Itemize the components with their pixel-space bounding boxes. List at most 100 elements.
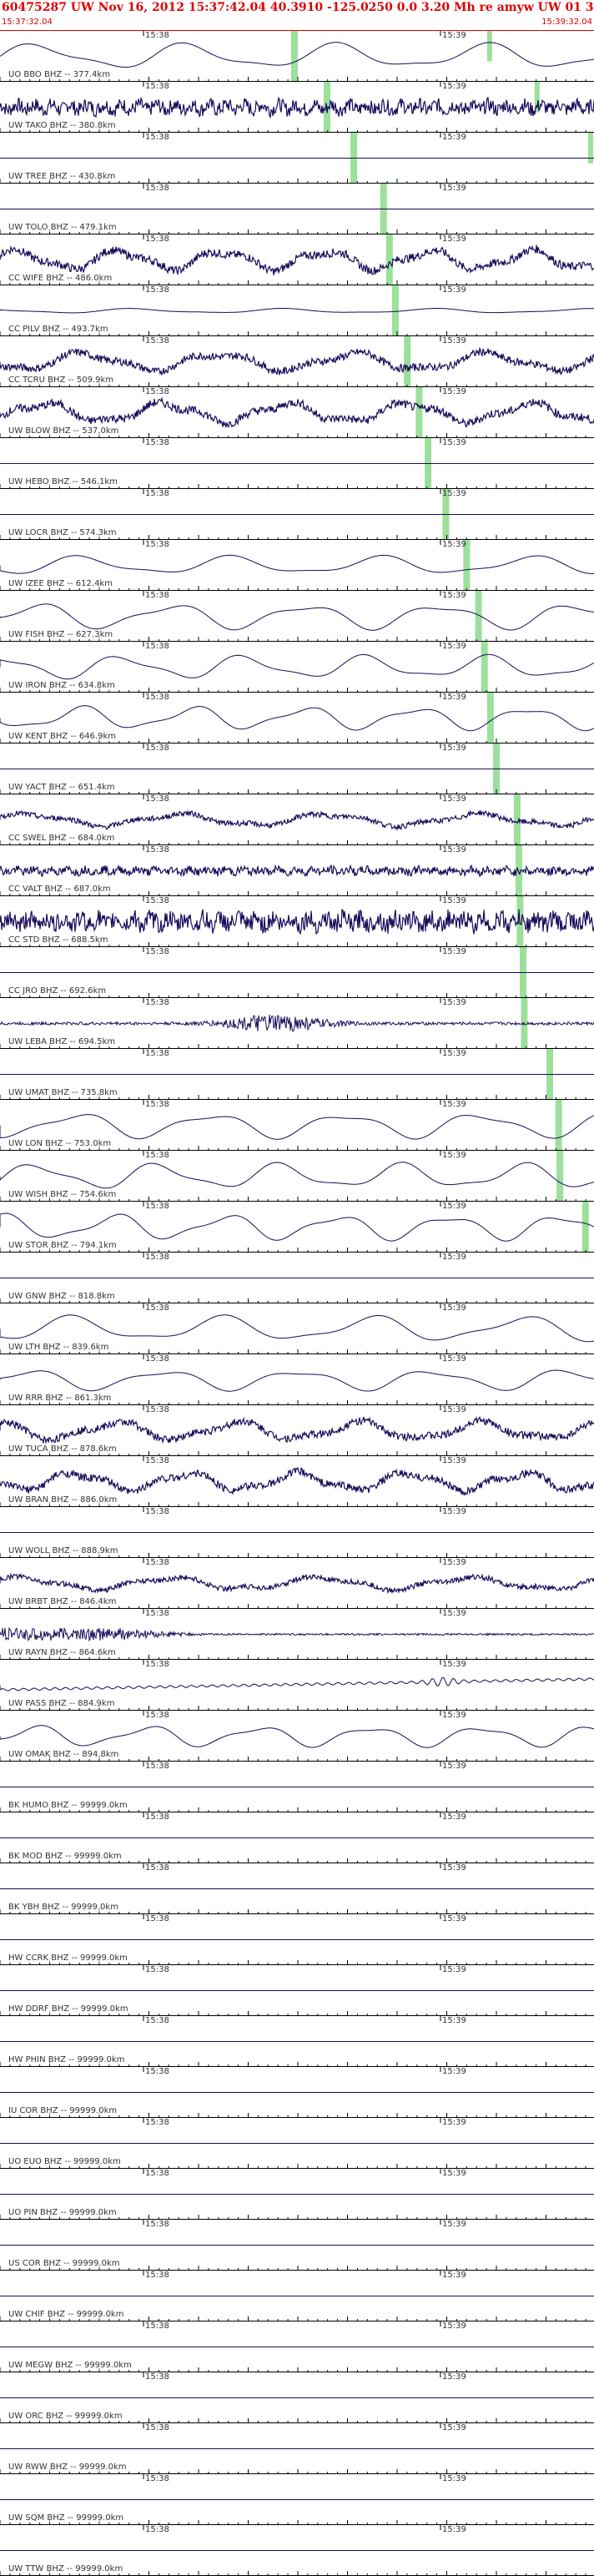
waveform xyxy=(0,1572,594,1595)
trace-plot xyxy=(0,2118,594,2169)
station-label: CC WIFE BHZ -- 486.0km xyxy=(7,274,114,283)
time-label-1538: 15:38 xyxy=(145,1965,169,1974)
time-label-1538: 15:38 xyxy=(145,1354,169,1364)
station-label: UW WISH BHZ -- 754.6km xyxy=(7,1190,118,1199)
station-label: UW FISH BHZ -- 627.3km xyxy=(7,630,115,639)
trace-plot xyxy=(0,133,594,184)
trace-row: HW PHIN BHZ -- 99999.0km 15:38 15:39 xyxy=(0,2016,594,2067)
station-label: CC TCRU BHZ -- 509.9km xyxy=(7,376,116,385)
time-label-1538: 15:38 xyxy=(145,1711,169,1720)
station-label: CC SWEL BHZ -- 684.0km xyxy=(7,834,117,843)
station-label: UW PASS BHZ -- 884.9km xyxy=(7,1699,117,1708)
station-label: UW STOR BHZ -- 794.1km xyxy=(7,1241,118,1250)
station-label: CC STD BHZ -- 688.5km xyxy=(7,935,110,945)
time-label-1538: 15:38 xyxy=(145,2423,169,2432)
trace-plot xyxy=(0,387,594,438)
trace-row: UW GNW BHZ -- 818.8km 15:38 15:39 xyxy=(0,1253,594,1303)
time-label-1539: 15:39 xyxy=(442,1558,466,1567)
station-label: UW TUCA BHZ -- 878.6km xyxy=(7,1444,118,1454)
trace-row: UW LTH BHZ -- 839.6km 15:38 15:39 xyxy=(0,1303,594,1354)
waveform xyxy=(0,1369,594,1392)
trace-row: UW BRBT BHZ -- 846.4km 15:38 15:39 xyxy=(0,1558,594,1609)
time-label-1539: 15:39 xyxy=(442,2372,466,2382)
time-label-1538: 15:38 xyxy=(145,2220,169,2229)
time-label-1538: 15:38 xyxy=(145,2169,169,2178)
time-label-1539: 15:39 xyxy=(442,1507,466,1516)
time-label-1538: 15:38 xyxy=(145,285,169,295)
time-label-1539: 15:39 xyxy=(442,387,466,396)
trace-row: UW RWW BHZ -- 99999.0km 15:38 15:39 xyxy=(0,2423,594,2474)
trace-plot xyxy=(0,1558,594,1609)
phase-pick-marker xyxy=(481,642,488,693)
trace-row: UW WOLL BHZ -- 888.9km 15:38 15:39 xyxy=(0,1507,594,1558)
station-label: CC VALT BHZ -- 687.0km xyxy=(7,885,113,894)
time-label-1538: 15:38 xyxy=(145,998,169,1007)
trace-plot xyxy=(0,2067,594,2118)
trace-plot xyxy=(0,947,594,998)
waveform xyxy=(0,1676,594,1691)
trace-row: UW LEBA BHZ -- 694.5km 15:38 15:39 xyxy=(0,998,594,1049)
time-label-1538: 15:38 xyxy=(145,2067,169,2076)
trace-row: UW TAKO BHZ -- 380.8km 15:38 15:39 xyxy=(0,82,594,133)
time-label-1538: 15:38 xyxy=(145,2372,169,2382)
time-label-1538: 15:38 xyxy=(145,2525,169,2534)
station-label: IU COR BHZ -- 99999.0km xyxy=(7,2106,119,2115)
time-label-1539: 15:39 xyxy=(442,2220,466,2229)
time-label-1539: 15:39 xyxy=(442,31,466,40)
station-label: UW TAKO BHZ -- 380.8km xyxy=(7,121,118,130)
time-label-1539: 15:39 xyxy=(442,2474,466,2483)
end-time-label: 15:39:32.04 xyxy=(541,18,592,27)
time-label-1539: 15:39 xyxy=(442,1354,466,1364)
trace-row: BK HUMO BHZ -- 99999.0km 15:38 15:39 xyxy=(0,1762,594,1812)
trace-row: UW LOCR BHZ -- 574.3km 15:38 15:39 xyxy=(0,489,594,540)
waveform xyxy=(0,1212,594,1242)
trace-plot xyxy=(0,1609,594,1660)
trace-plot xyxy=(0,1405,594,1456)
trace-plot xyxy=(0,1863,594,1914)
waveform xyxy=(0,653,594,680)
waveform xyxy=(0,1114,594,1140)
time-label-1539: 15:39 xyxy=(442,642,466,651)
trace-plot xyxy=(0,336,594,387)
trace-plot xyxy=(0,1507,594,1558)
time-label-1538: 15:38 xyxy=(145,693,169,702)
trace-plot xyxy=(0,2016,594,2067)
time-label-1538: 15:38 xyxy=(145,1456,169,1465)
trace-row: CC VALT BHZ -- 687.0km 15:38 15:39 xyxy=(0,845,594,896)
station-label: UO BBO BHZ -- 377.4km xyxy=(7,70,112,79)
time-label-1539: 15:39 xyxy=(442,1812,466,1822)
phase-pick-marker-secondary xyxy=(587,133,593,164)
time-label-1539: 15:39 xyxy=(442,1202,466,1211)
time-label-1538: 15:38 xyxy=(145,794,169,804)
waveform xyxy=(0,908,594,935)
time-label-1539: 15:39 xyxy=(442,489,466,498)
time-label-1538: 15:38 xyxy=(145,896,169,905)
time-label-1539: 15:39 xyxy=(442,794,466,804)
station-label: HW DDRF BHZ -- 99999.0km xyxy=(7,2004,130,2014)
trace-row: UW BRAN BHZ -- 886.0km 15:38 15:39 xyxy=(0,1456,594,1507)
time-label-1538: 15:38 xyxy=(145,1660,169,1669)
time-label-1539: 15:39 xyxy=(442,1456,466,1465)
trace-row: UW ORC BHZ -- 99999.0km 15:38 15:39 xyxy=(0,2372,594,2423)
time-label-1539: 15:39 xyxy=(442,744,466,753)
trace-row: CC TCRU BHZ -- 509.9km 15:38 15:39 xyxy=(0,336,594,387)
trace-row: CC JRO BHZ -- 692.6km 15:38 15:39 xyxy=(0,947,594,998)
phase-pick-marker xyxy=(581,1202,589,1253)
waveform xyxy=(0,42,594,68)
trace-plot xyxy=(0,1253,594,1303)
trace-plot xyxy=(0,82,594,133)
trace-row: UW HEBO BHZ -- 546.1km 15:38 15:39 xyxy=(0,438,594,489)
station-label: CC PILV BHZ -- 493.7km xyxy=(7,325,110,334)
trace-row: HW DDRF BHZ -- 99999.0km 15:38 15:39 xyxy=(0,1965,594,2016)
trace-plot xyxy=(0,1049,594,1100)
time-label-1539: 15:39 xyxy=(442,1100,466,1109)
station-label: UW UMAT BHZ -- 735.8km xyxy=(7,1088,119,1097)
trace-row: UW YACT BHZ -- 651.4km 15:38 15:39 xyxy=(0,744,594,794)
station-label: UW SQM BHZ -- 99999.0km xyxy=(7,2513,126,2523)
station-label: UW RRR BHZ -- 861.3km xyxy=(7,1394,113,1403)
time-label-1539: 15:39 xyxy=(442,1151,466,1160)
trace-plot xyxy=(0,1965,594,2016)
time-label-1539: 15:39 xyxy=(442,896,466,905)
phase-pick-marker xyxy=(516,845,522,896)
trace-row: CC WIFE BHZ -- 486.0km 15:38 15:39 xyxy=(0,234,594,285)
